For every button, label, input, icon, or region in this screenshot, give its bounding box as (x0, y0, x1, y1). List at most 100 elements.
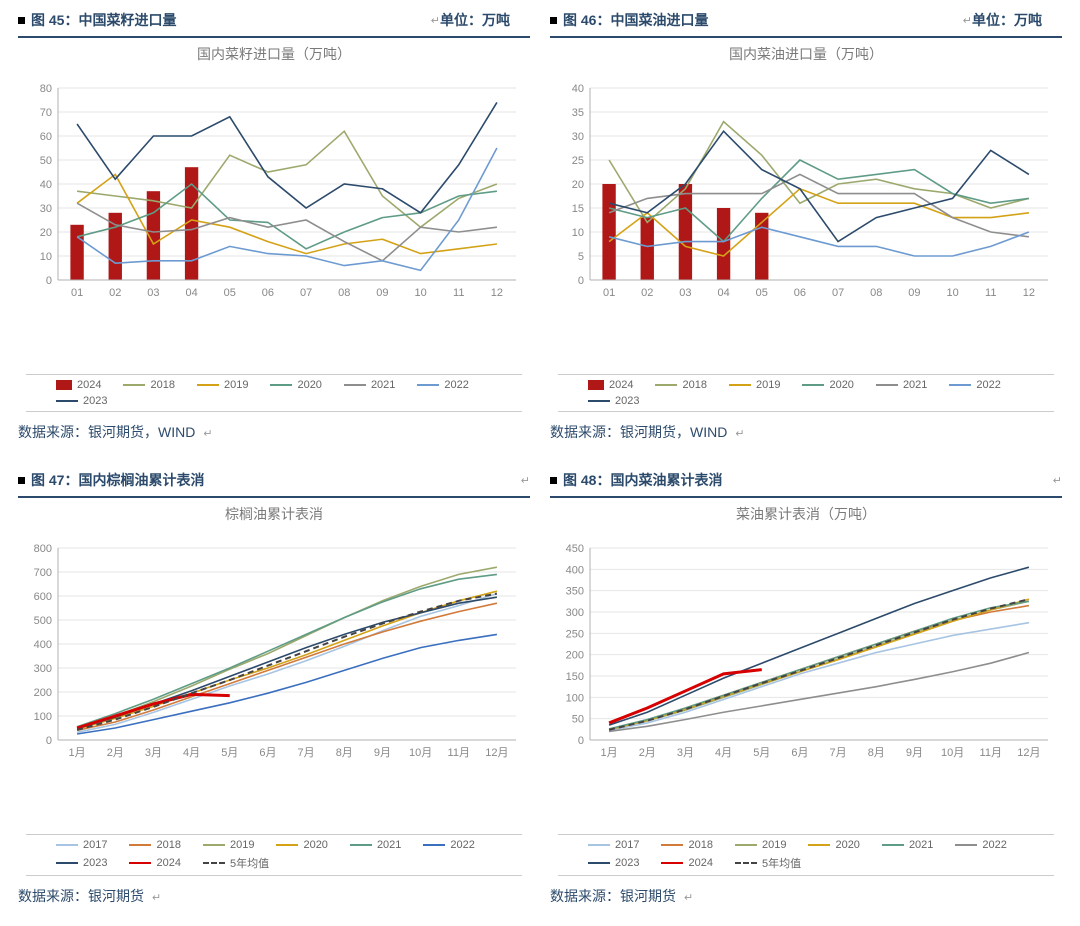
legend-label: 2019 (224, 379, 248, 391)
legend-item: 2020 (270, 379, 321, 391)
chart-plot: 0102030405060708001020304050607080910111… (18, 74, 530, 374)
legend-swatch (661, 862, 683, 864)
chart-panel: 图 46：中国菜油进口量 ↵ 单位：万吨 国内菜油进口量（万吨） 0510152… (550, 6, 1062, 456)
svg-text:400: 400 (566, 564, 584, 576)
legend-swatch (123, 384, 145, 386)
legend-item: 2021 (344, 379, 395, 391)
para-mark: ↵ (1053, 474, 1062, 487)
legend-item: 2024 (56, 379, 101, 391)
legend-item: 2019 (735, 839, 786, 851)
svg-text:30: 30 (40, 203, 52, 215)
source-label: 数据来源：银河期货↵ (18, 880, 530, 920)
svg-text:09: 09 (908, 287, 920, 299)
legend-label: 2018 (688, 839, 712, 851)
legend-item: 2023 (56, 395, 107, 407)
legend-swatch (56, 862, 78, 864)
legend-swatch (882, 844, 904, 846)
svg-text:0: 0 (578, 735, 584, 747)
legend-swatch (588, 844, 610, 846)
svg-text:150: 150 (566, 671, 584, 683)
legend-item: 2020 (276, 839, 327, 851)
svg-text:05: 05 (224, 287, 236, 299)
legend-swatch (735, 844, 757, 846)
legend: 201720182019202020212022202320245年均值 (26, 834, 522, 876)
legend-swatch (270, 384, 292, 386)
legend-swatch (588, 400, 610, 402)
chart-panel: 图 45：中国菜籽进口量 ↵ 单位：万吨 国内菜籽进口量（万吨） 0102030… (18, 6, 530, 456)
svg-text:9月: 9月 (906, 747, 923, 759)
legend-item: 2017 (56, 839, 107, 851)
legend-swatch (729, 384, 751, 386)
svg-text:20: 20 (40, 227, 52, 239)
svg-text:03: 03 (679, 287, 691, 299)
legend-label: 2022 (982, 839, 1006, 851)
bullet-icon (18, 17, 25, 24)
legend-item: 2021 (350, 839, 401, 851)
source-label: 数据来源：银河期货↵ (550, 880, 1062, 920)
legend-label: 2023 (615, 857, 639, 869)
svg-text:0: 0 (46, 275, 52, 287)
chart-plot: 01002003004005006007008001月2月3月4月5月6月7月8… (18, 534, 530, 834)
svg-text:80: 80 (40, 83, 52, 95)
panel-header: 图 48：国内菜油累计表消 ↵ (550, 466, 1062, 498)
svg-text:700: 700 (34, 567, 52, 579)
panel-header: 图 46：中国菜油进口量 ↵ 单位：万吨 (550, 6, 1062, 38)
legend-label: 2019 (230, 839, 254, 851)
legend: 2024201820192020202120222023 (558, 374, 1054, 412)
legend-swatch (344, 384, 366, 386)
svg-text:07: 07 (300, 287, 312, 299)
legend-label: 2024 (688, 857, 712, 869)
legend-item: 2020 (802, 379, 853, 391)
legend-swatch (655, 384, 677, 386)
para-mark: ↵ (963, 14, 972, 27)
chart-panel: 图 48：国内菜油累计表消 ↵ 菜油累计表消（万吨） 0501001502002… (550, 466, 1062, 920)
svg-text:06: 06 (794, 287, 806, 299)
figure-label: 图 46：中国菜油进口量 (563, 10, 955, 30)
svg-text:450: 450 (566, 543, 584, 555)
legend-label: 2023 (615, 395, 639, 407)
legend-label: 2020 (297, 379, 321, 391)
legend-label: 2021 (371, 379, 395, 391)
legend-label: 2019 (756, 379, 780, 391)
legend-item: 2019 (197, 379, 248, 391)
svg-text:60: 60 (40, 131, 52, 143)
svg-text:6月: 6月 (259, 747, 276, 759)
svg-text:25: 25 (572, 155, 584, 167)
panel-header: 图 47：国内棕榈油累计表消 ↵ (18, 466, 530, 498)
figure-label: 图 45：中国菜籽进口量 (31, 10, 423, 30)
legend-item: 2022 (417, 379, 468, 391)
legend-label: 5年均值 (762, 855, 801, 871)
source-label: 数据来源：银河期货，WIND↵ (18, 416, 530, 456)
svg-text:500: 500 (34, 615, 52, 627)
legend-swatch (203, 862, 225, 864)
para-mark: ↵ (431, 14, 440, 27)
legend: 2024 2018 2019 2020 2021 2022 2023 (26, 374, 522, 412)
svg-text:70: 70 (40, 107, 52, 119)
legend-label: 2018 (156, 839, 180, 851)
legend-label: 2018 (150, 379, 174, 391)
para-mark: ↵ (521, 474, 530, 487)
svg-text:3月: 3月 (145, 747, 162, 759)
svg-text:09: 09 (376, 287, 388, 299)
svg-text:05: 05 (756, 287, 768, 299)
chart-title: 国内菜籽进口量（万吨） (18, 44, 530, 64)
svg-text:06: 06 (262, 287, 274, 299)
legend-label: 2017 (615, 839, 639, 851)
svg-text:11月: 11月 (448, 747, 470, 759)
legend-swatch (588, 380, 604, 390)
legend-swatch (802, 384, 824, 386)
legend-item: 2018 (661, 839, 712, 851)
legend-item: 2021 (876, 379, 927, 391)
svg-text:07: 07 (832, 287, 844, 299)
legend-label: 2020 (835, 839, 859, 851)
legend-swatch (197, 384, 219, 386)
legend-item: 2021 (882, 839, 933, 851)
legend-item: 2024 (661, 855, 712, 871)
legend-swatch (735, 862, 757, 864)
svg-text:10月: 10月 (941, 747, 964, 759)
chart-title: 菜油累计表消（万吨） (550, 504, 1062, 524)
svg-text:10: 10 (40, 251, 52, 263)
svg-text:50: 50 (572, 714, 584, 726)
legend-swatch (423, 844, 445, 846)
legend-label: 2019 (762, 839, 786, 851)
